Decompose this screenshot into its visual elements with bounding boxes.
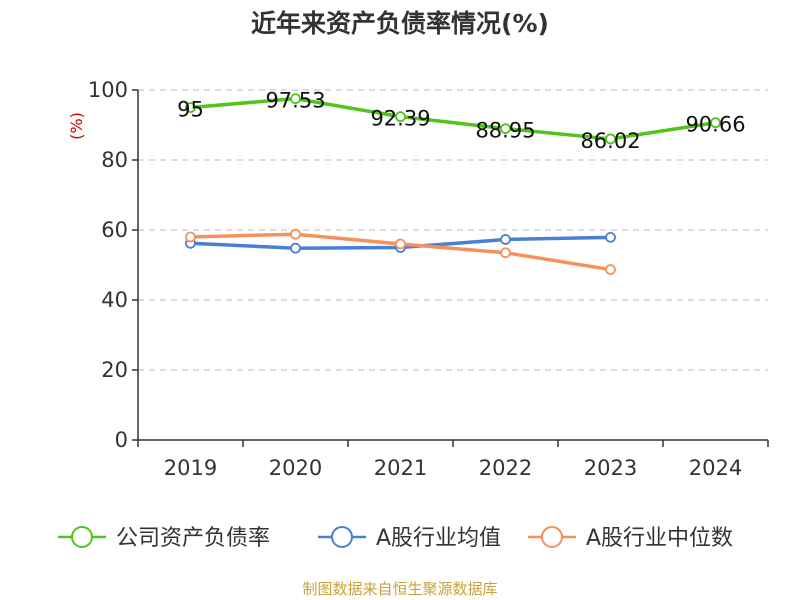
x-tick-label: 2024 [689,456,742,480]
legend-marker [331,526,353,548]
data-point [500,247,511,259]
data-point [185,231,196,243]
data-source-note: 制图数据来自恒生聚源数据库 [302,580,498,598]
x-tick-label: 2020 [269,456,322,480]
y-tick-label: 80 [101,148,128,172]
data-point [605,231,616,243]
data-label: 88.95 [475,119,535,143]
grid-lines [138,89,768,371]
legend-item-2[interactable]: A股行业中位数 [528,526,733,551]
axes: (%) [67,89,769,447]
data-label: 86.02 [580,129,640,153]
data-label: 95 [177,98,204,122]
legend-marker [541,526,563,548]
legend-label: A股行业均值 [376,526,501,551]
legend-marker [71,526,93,548]
data-point [395,111,406,123]
data-point [290,228,301,240]
x-tick-label: 2021 [374,456,427,480]
data-point [185,102,196,113]
legend: 公司资产负债率 A股行业均值 A股行业中位数 [58,526,733,551]
chart-title: 近年来资产负债率情况(%) [251,9,549,38]
y-tick-labels: 0 20 40 60 80 100 [88,78,128,452]
y-tick-label: 0 [115,428,128,452]
data-point [605,264,616,275]
legend-item-0[interactable]: 公司资产负债率 [58,526,270,551]
y-tick-label: 20 [101,358,128,382]
y-axis-label: (%) [67,112,86,140]
data-label: 90.66 [685,113,745,137]
data-label: 97.53 [265,89,325,113]
data-label: 92.39 [370,107,430,131]
x-tick-label: 2019 [164,456,217,480]
data-point [605,133,616,145]
data-point [290,93,301,105]
data-point [290,242,301,254]
x-tick-label: 2023 [584,456,637,480]
legend-item-1[interactable]: A股行业均值 [318,526,501,551]
y-tick-label: 40 [101,288,128,312]
y-tick-label: 100 [88,78,128,102]
series-line-0 [190,96,716,141]
data-point [500,123,511,135]
legend-label: A股行业中位数 [586,526,733,551]
data-point [500,234,511,245]
series-lines [185,93,721,275]
x-tick-labels: 2019 2020 2021 2022 2023 2024 [164,456,742,480]
x-tick-label: 2022 [479,456,532,480]
data-point [395,238,406,250]
y-tick-label: 60 [101,218,128,242]
legend-label: 公司资产负债率 [116,526,270,551]
data-labels: 95 97.53 92.39 88.95 86.02 90.66 [177,89,745,153]
data-point [710,117,721,129]
